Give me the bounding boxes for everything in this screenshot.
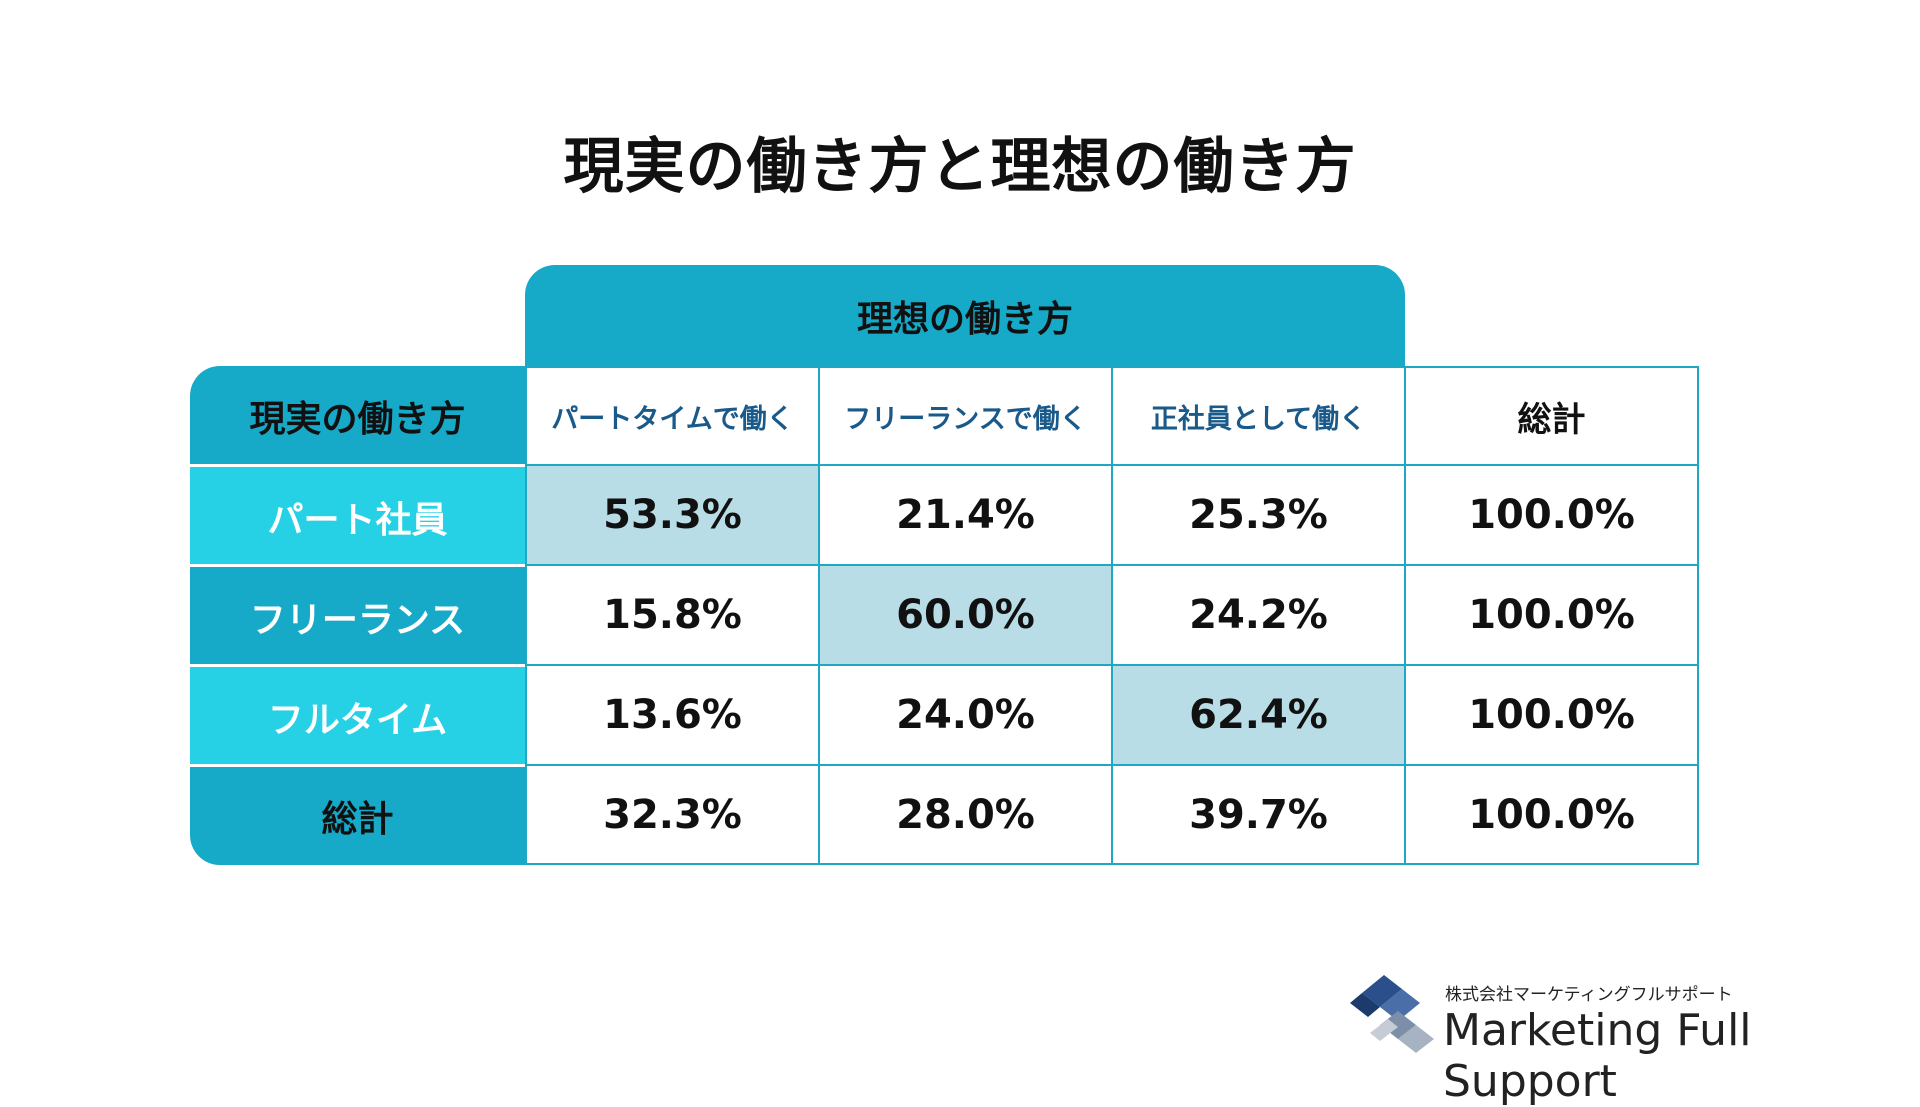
table-cell: 100.0% [1404, 764, 1699, 865]
company-logo: 株式会社マーケティングフルサポート Marketing Full Support [1350, 975, 1910, 1107]
row-header-fulltime: フルタイム [190, 664, 525, 766]
table-cell: 100.0% [1404, 564, 1699, 666]
table-cell: 32.3% [525, 764, 820, 865]
table-cell: 28.0% [818, 764, 1113, 865]
table-cell: 62.4% [1111, 664, 1406, 766]
column-header-total: 総計 [1404, 366, 1699, 466]
cross-table: 理想の働き方 現実の働き方 パートタイムで働く フリーランスで働く 正社員として… [190, 265, 1710, 865]
logo-company-en: Marketing Full Support [1443, 1005, 1752, 1107]
column-header-fulltime: 正社員として働く [1111, 366, 1406, 466]
row-header-freelance: フリーランス [190, 564, 525, 666]
table-cell: 15.8% [525, 564, 820, 666]
column-header-parttime: パートタイムで働く [525, 366, 820, 466]
table-cell: 24.0% [818, 664, 1113, 766]
table-cell: 39.7% [1111, 764, 1406, 865]
table-cell: 25.3% [1111, 464, 1406, 566]
chart-title: 現実の働き方と理想の働き方 [563, 132, 1357, 202]
logo-company-jp: 株式会社マーケティングフルサポート [1445, 985, 1733, 1005]
row-header-parttime: パート社員 [190, 464, 525, 566]
table-cell: 100.0% [1404, 464, 1699, 566]
table-cell: 21.4% [818, 464, 1113, 566]
actual-work-style-header: 現実の働き方 [190, 366, 525, 466]
table-cell: 53.3% [525, 464, 820, 566]
table-cell: 24.2% [1111, 564, 1406, 666]
table-cell: 60.0% [818, 564, 1113, 666]
row-header-total: 総計 [190, 764, 525, 865]
table-cell: 13.6% [525, 664, 820, 766]
ideal-work-style-header: 理想の働き方 [525, 265, 1405, 366]
logo-mark-icon [1350, 975, 1434, 1053]
table-cell: 100.0% [1404, 664, 1699, 766]
column-header-freelance: フリーランスで働く [818, 366, 1113, 466]
